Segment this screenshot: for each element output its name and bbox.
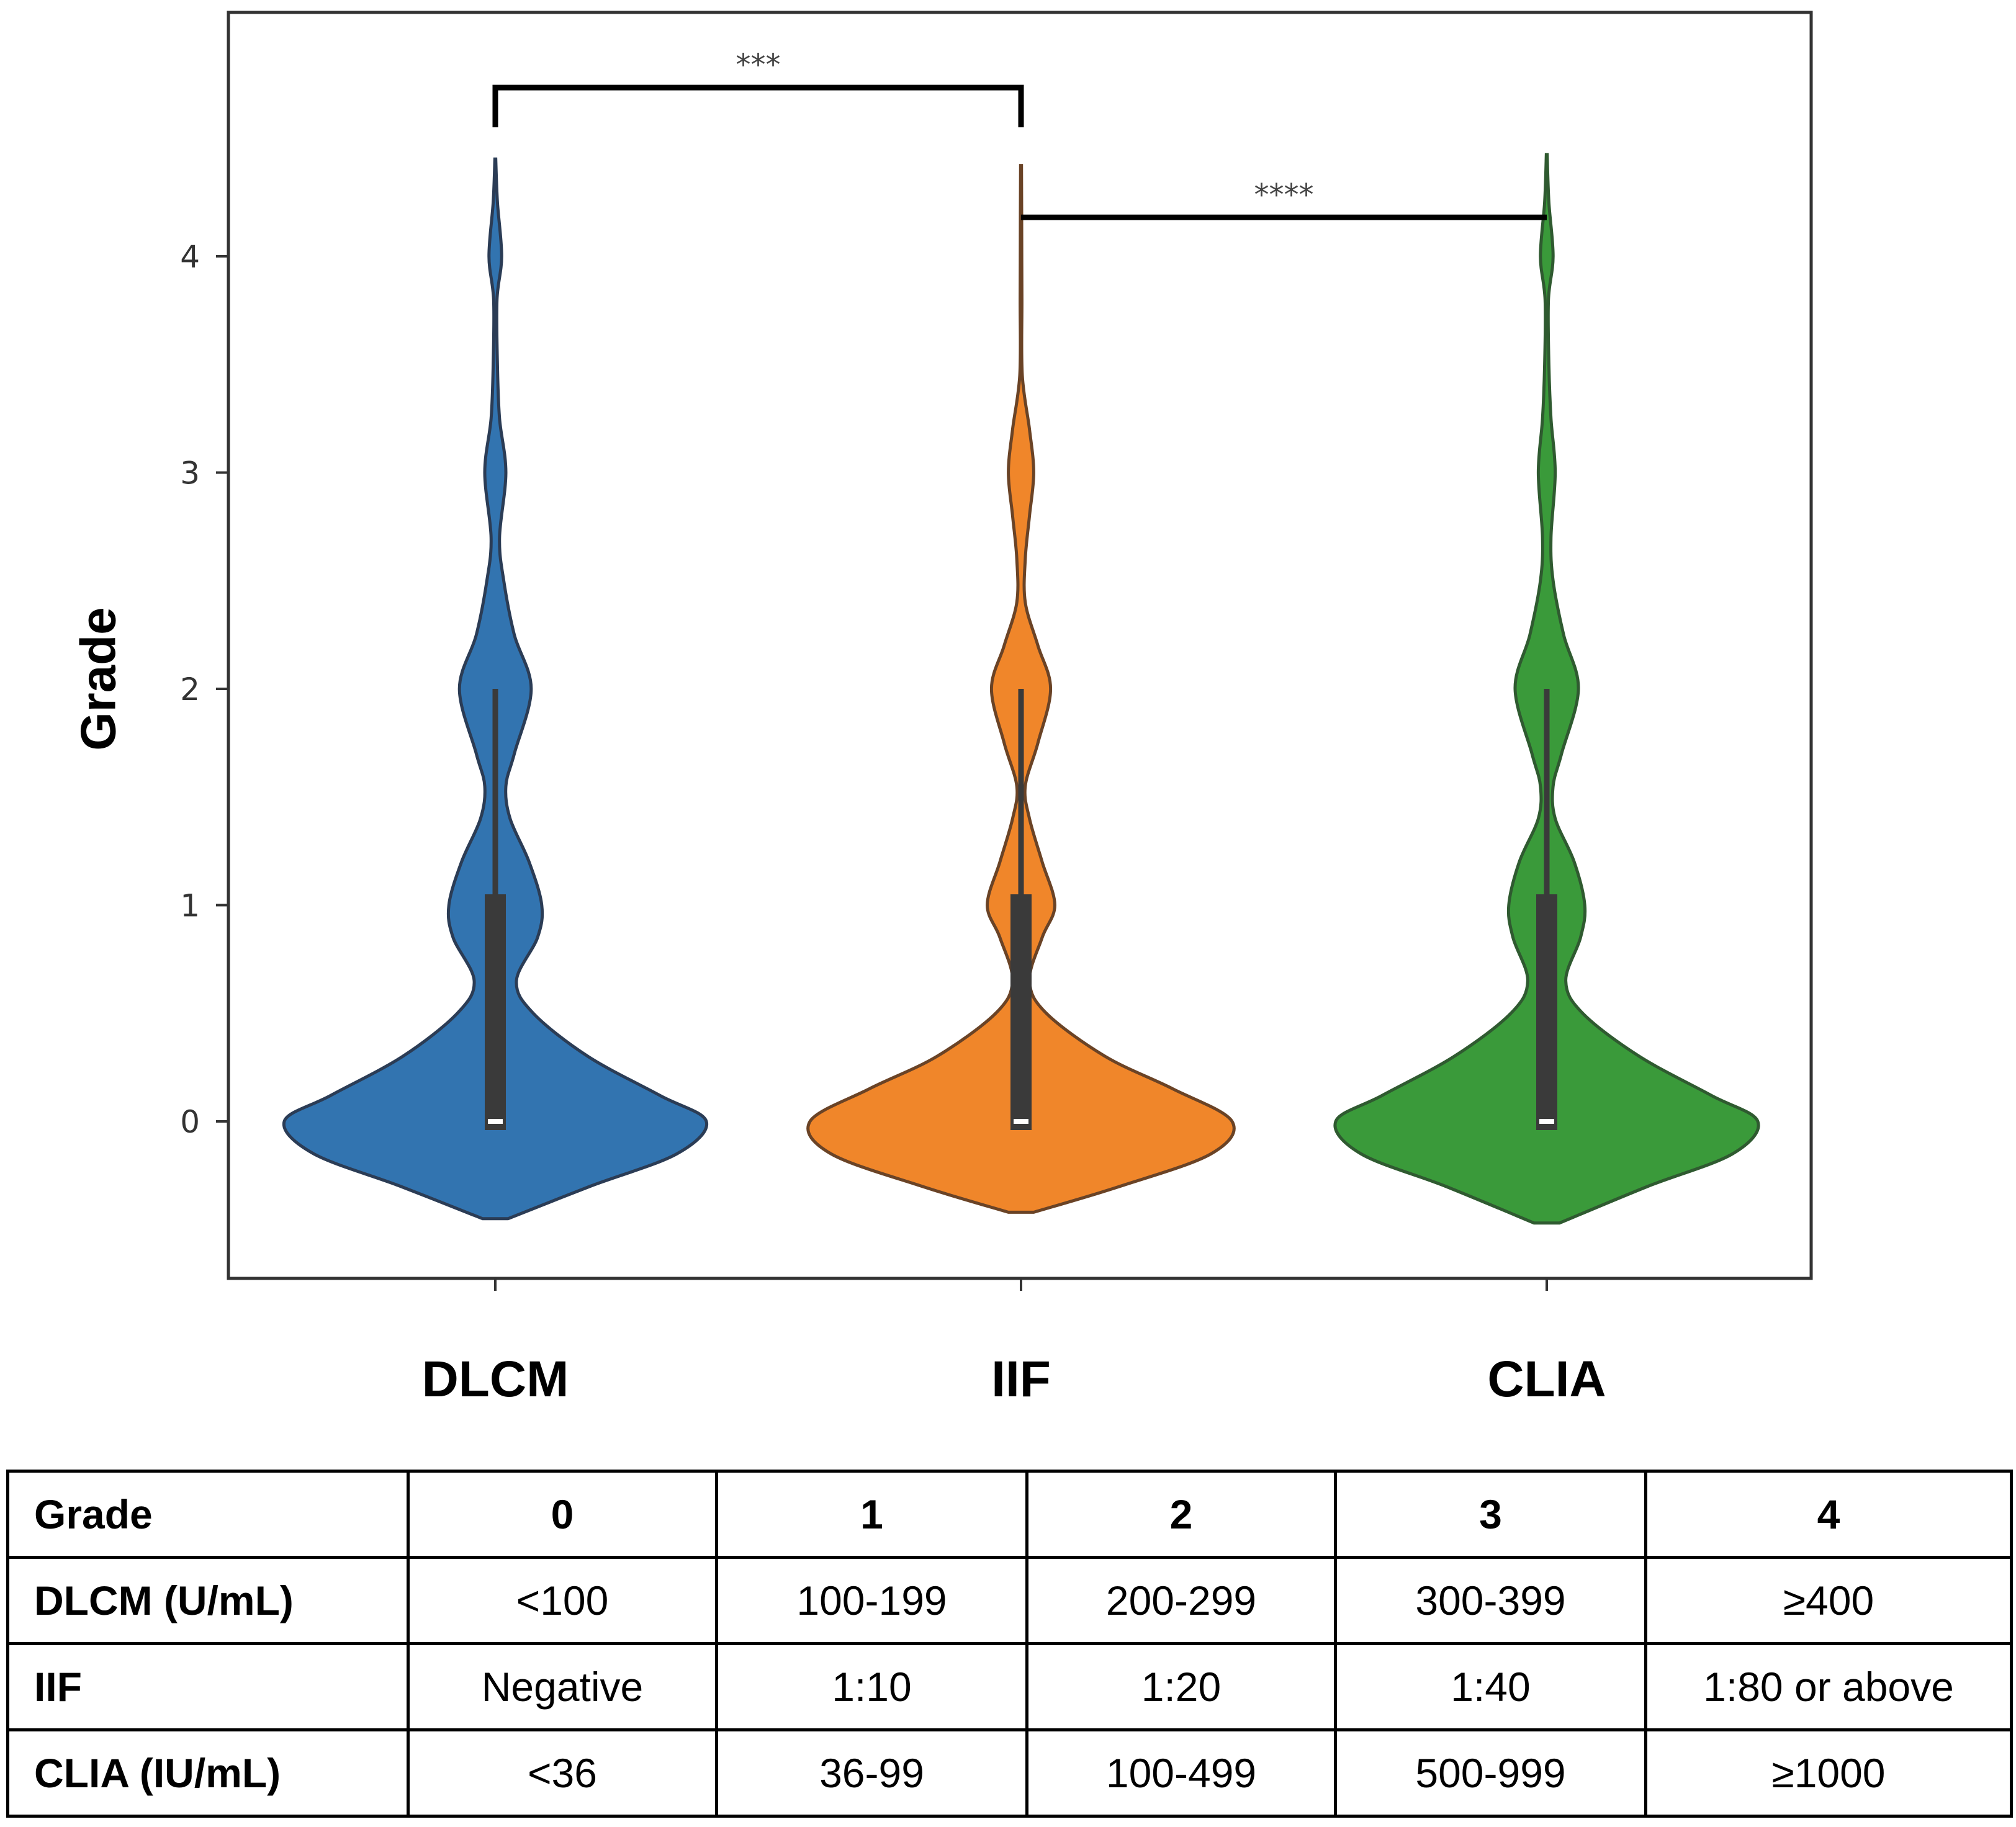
- table-cell: 100-199: [715, 1556, 1028, 1645]
- table-cell: 1:40: [1334, 1642, 1647, 1731]
- significance-group: *******: [492, 48, 1547, 220]
- table-header-row: Grade 0 1 2 3 4: [6, 1470, 2013, 1559]
- table-row-label: CLIA (IU/mL): [6, 1728, 410, 1818]
- grade-table: Grade 0 1 2 3 4 DLCM (U/mL) <100 100-199…: [6, 1470, 2013, 1818]
- x-axis: DLCM IIF CLIA: [422, 1278, 1606, 1407]
- table-header-cell: 0: [407, 1470, 718, 1559]
- table-header-cell: Grade: [6, 1470, 410, 1559]
- table-row: IIF Negative 1:10 1:20 1:40 1:80 or abov…: [6, 1642, 2013, 1731]
- median-marker-dlcm: [488, 1119, 503, 1124]
- x-category-label: CLIA: [1487, 1351, 1606, 1407]
- iqr-box-iif: [1010, 894, 1032, 1130]
- table-row-label: IIF: [6, 1642, 410, 1731]
- table-cell: 300-399: [1334, 1556, 1647, 1645]
- x-category-label: DLCM: [422, 1351, 569, 1407]
- table-row-label: DLCM (U/mL): [6, 1556, 410, 1645]
- table-header-cell: 1: [715, 1470, 1028, 1559]
- y-tick-label: 3: [180, 456, 200, 492]
- table-header-cell: 3: [1334, 1470, 1647, 1559]
- significance-label: ****: [1254, 177, 1314, 212]
- median-marker-iif: [1014, 1119, 1028, 1124]
- table-cell: 1:20: [1025, 1642, 1337, 1731]
- y-tick-label: 2: [180, 671, 200, 707]
- table-cell: Negative: [407, 1642, 718, 1731]
- table-cell: ≥1000: [1644, 1728, 2013, 1818]
- y-tick-label: 0: [180, 1104, 200, 1140]
- table-row: CLIA (IU/mL) <36 36-99 100-499 500-999 ≥…: [6, 1728, 2013, 1818]
- y-axis: 0 1 2 3 4: [180, 239, 228, 1140]
- table-cell: 1:10: [715, 1642, 1028, 1731]
- table-row: DLCM (U/mL) <100 100-199 200-299 300-399…: [6, 1556, 2013, 1645]
- y-tick-label: 4: [180, 239, 200, 275]
- table-cell: 36-99: [715, 1728, 1028, 1818]
- iqr-box-dlcm: [485, 894, 506, 1130]
- y-tick-label: 1: [180, 888, 200, 924]
- table-cell: <36: [407, 1728, 718, 1818]
- table-cell: ≥400: [1644, 1556, 2013, 1645]
- table-cell: 500-999: [1334, 1728, 1647, 1818]
- median-marker-clia: [1539, 1119, 1554, 1124]
- iqr-box-clia: [1536, 894, 1557, 1130]
- table-header-cell: 2: [1025, 1470, 1337, 1559]
- table-cell: <100: [407, 1556, 718, 1645]
- significance-bracket: [492, 84, 1024, 128]
- table-cell: 100-499: [1025, 1728, 1337, 1818]
- table-header-cell: 4: [1644, 1470, 2013, 1559]
- table-cell: 200-299: [1025, 1556, 1337, 1645]
- significance-label: ***: [736, 48, 781, 83]
- table-cell: 1:80 or above: [1644, 1642, 2013, 1731]
- x-category-label: IIF: [991, 1351, 1051, 1407]
- box-group: [485, 689, 1557, 1130]
- y-axis-label: Grade: [71, 607, 126, 750]
